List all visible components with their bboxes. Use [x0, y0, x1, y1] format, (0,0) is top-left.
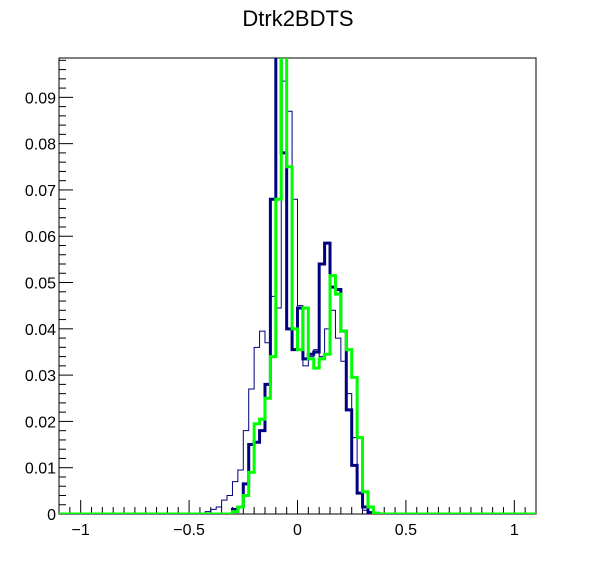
y-tick-label: 0: [47, 507, 56, 524]
histogram-series-2: [59, 58, 536, 514]
y-tick-label: 0.08: [25, 137, 56, 154]
x-tick-label: 0.5: [395, 522, 417, 539]
y-tick-label: 0.07: [25, 183, 56, 200]
y-tick-label: 0.05: [25, 276, 56, 293]
y-tick-label: 0.01: [25, 461, 56, 478]
y-tick-label: 0.03: [25, 368, 56, 385]
y-tick-label: 0.04: [25, 322, 56, 339]
x-tick-label: −1: [72, 522, 90, 539]
x-tick-label: 1: [510, 522, 519, 539]
x-tick-label: 0: [293, 522, 302, 539]
histogram-series-3: [59, 58, 536, 514]
y-tick-label: 0.02: [25, 414, 56, 431]
y-tick-label: 0.09: [25, 90, 56, 107]
x-tick-label: −0.5: [173, 522, 205, 539]
histogram-series-1: [59, 80, 536, 514]
chart-title: Dtrk2BDTS: [242, 6, 354, 31]
y-tick-label: 0.06: [25, 229, 56, 246]
